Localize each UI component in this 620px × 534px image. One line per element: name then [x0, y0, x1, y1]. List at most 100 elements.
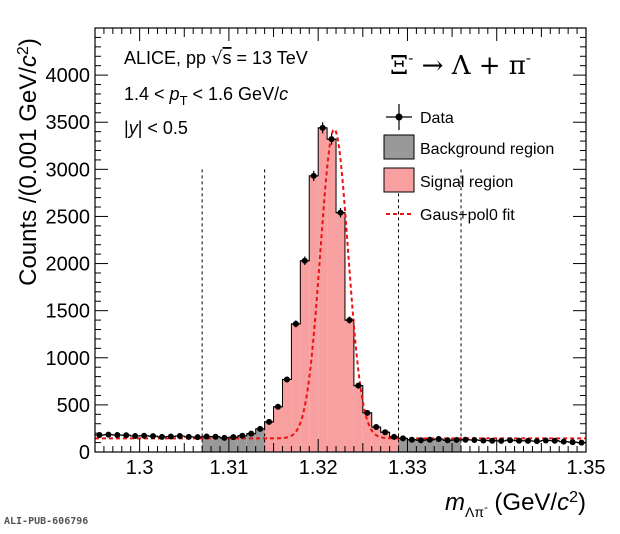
data-point: [212, 433, 219, 440]
hist-fill-bin: [336, 212, 345, 452]
data-point: [319, 124, 326, 131]
data-point: [426, 436, 433, 443]
data-point: [524, 437, 531, 444]
legend-label-background: Background region: [420, 141, 554, 158]
legend-item-fit: Gaus+pol0 fit: [386, 207, 515, 224]
data-point: [167, 433, 174, 440]
data-point: [203, 433, 210, 440]
x-tick-label: 1.3: [126, 457, 154, 479]
data-point: [533, 438, 540, 445]
hist-fill-bin: [443, 440, 453, 452]
data-point: [230, 434, 237, 441]
data-point: [257, 425, 264, 432]
data-point: [266, 418, 273, 425]
data-point: [239, 432, 246, 439]
plot-border: [94, 27, 587, 453]
data-point: [516, 437, 523, 444]
data-point: [471, 437, 478, 444]
data-point: [185, 433, 192, 440]
data-point: [221, 434, 228, 441]
data-point: [248, 430, 255, 437]
fit-curve: [95, 127, 586, 440]
annotation-pt-range: 1.4 < pT < 1.6 GeV/c: [124, 84, 288, 108]
region-fills: [202, 127, 462, 453]
y-tick-label: 1000: [46, 348, 91, 370]
hist-fill-bin: [344, 320, 354, 452]
x-tick-label: 1.34: [477, 457, 516, 479]
x-tick-label: 1.35: [567, 457, 606, 479]
hist-fill-bin: [282, 379, 292, 452]
data-point: [275, 403, 282, 410]
x-axis-title: mΛπ- (GeV/c2): [445, 489, 586, 521]
hist-fill-bin: [452, 439, 462, 452]
region-boundaries: [201, 169, 462, 452]
hist-fill-bin: [327, 139, 337, 452]
hist-fill-bin: [398, 438, 408, 452]
x-tick-label: 1.33: [388, 457, 427, 479]
hist-fill-bin: [237, 435, 247, 452]
annotation-rapidity: |y| < 0.5: [124, 118, 188, 138]
legend-item-signal: Signal region: [383, 167, 513, 193]
hist-fill-bin: [416, 440, 426, 452]
legend-item-background: Background region: [383, 134, 554, 160]
data-point: [453, 436, 460, 443]
hist-fill-bin: [264, 421, 274, 452]
x-tick-label: 1.31: [209, 457, 248, 479]
hist-fill-bin: [371, 427, 381, 452]
legend-label-fit: Gaus+pol0 fit: [420, 207, 515, 224]
data-point: [123, 432, 130, 439]
y-tick-label: 500: [57, 395, 90, 417]
y-tick-label: 4000: [46, 65, 91, 87]
data-point: [283, 376, 290, 383]
data-point: [480, 437, 487, 444]
legend-label-signal: Signal region: [420, 174, 513, 191]
publication-id: ALI-PUB-606796: [4, 516, 89, 527]
y-tick-label: 3000: [46, 159, 91, 181]
y-axis-ticks: 0 500 1000 1500 2000 2500 3000 3500 4000: [46, 27, 586, 464]
data-points: [95, 122, 586, 446]
annotation-decay: Ξ- → Λ + π-: [390, 49, 531, 81]
data-point: [310, 172, 317, 179]
data-point: [355, 382, 362, 389]
hist-fill-bin: [211, 436, 220, 452]
hist-fill-bin: [309, 175, 319, 452]
hist-fill-bin: [291, 323, 301, 452]
data-point: [551, 437, 558, 444]
data-point: [435, 435, 442, 442]
legend: Data Background region Signal region Gau…: [383, 104, 554, 224]
data-point: [364, 409, 371, 416]
hist-fill-bin: [273, 406, 283, 452]
data-point: [176, 432, 183, 439]
plot-frame: [94, 27, 587, 453]
hist-fill-bin: [300, 260, 310, 452]
hist-fill-bin: [353, 385, 363, 452]
data-point: [391, 433, 398, 440]
data-point: [542, 437, 549, 444]
y-tick-label: 2000: [46, 254, 91, 276]
data-point: [150, 433, 157, 440]
data-point: [105, 431, 112, 438]
y-tick-label: 3500: [46, 112, 91, 134]
data-point: [301, 257, 308, 264]
hist-fill-bin: [219, 437, 229, 452]
data-point: [132, 432, 139, 439]
fit-curve-line: [95, 127, 586, 440]
data-point: [417, 437, 424, 444]
y-tick-label: 0: [79, 442, 90, 464]
x-axis-ticks: 1.3 1.31 1.32 1.33 1.34 1.35: [94, 28, 606, 479]
legend-label-data: Data: [420, 110, 454, 127]
hist-fill-bin: [425, 439, 435, 452]
data-point: [462, 436, 469, 443]
data-point: [337, 209, 344, 216]
hist-fill-bin: [228, 437, 238, 452]
annotation-experiment: ALICE, pp √s = 13 TeV: [124, 48, 308, 69]
data-point: [158, 433, 165, 440]
data-point: [114, 432, 121, 439]
legend-item-data: Data: [386, 104, 454, 130]
data-point: [399, 435, 406, 442]
hist-fill-bin: [362, 412, 372, 452]
data-point: [346, 317, 353, 324]
data-point: [489, 437, 496, 444]
data-point: [373, 424, 380, 431]
